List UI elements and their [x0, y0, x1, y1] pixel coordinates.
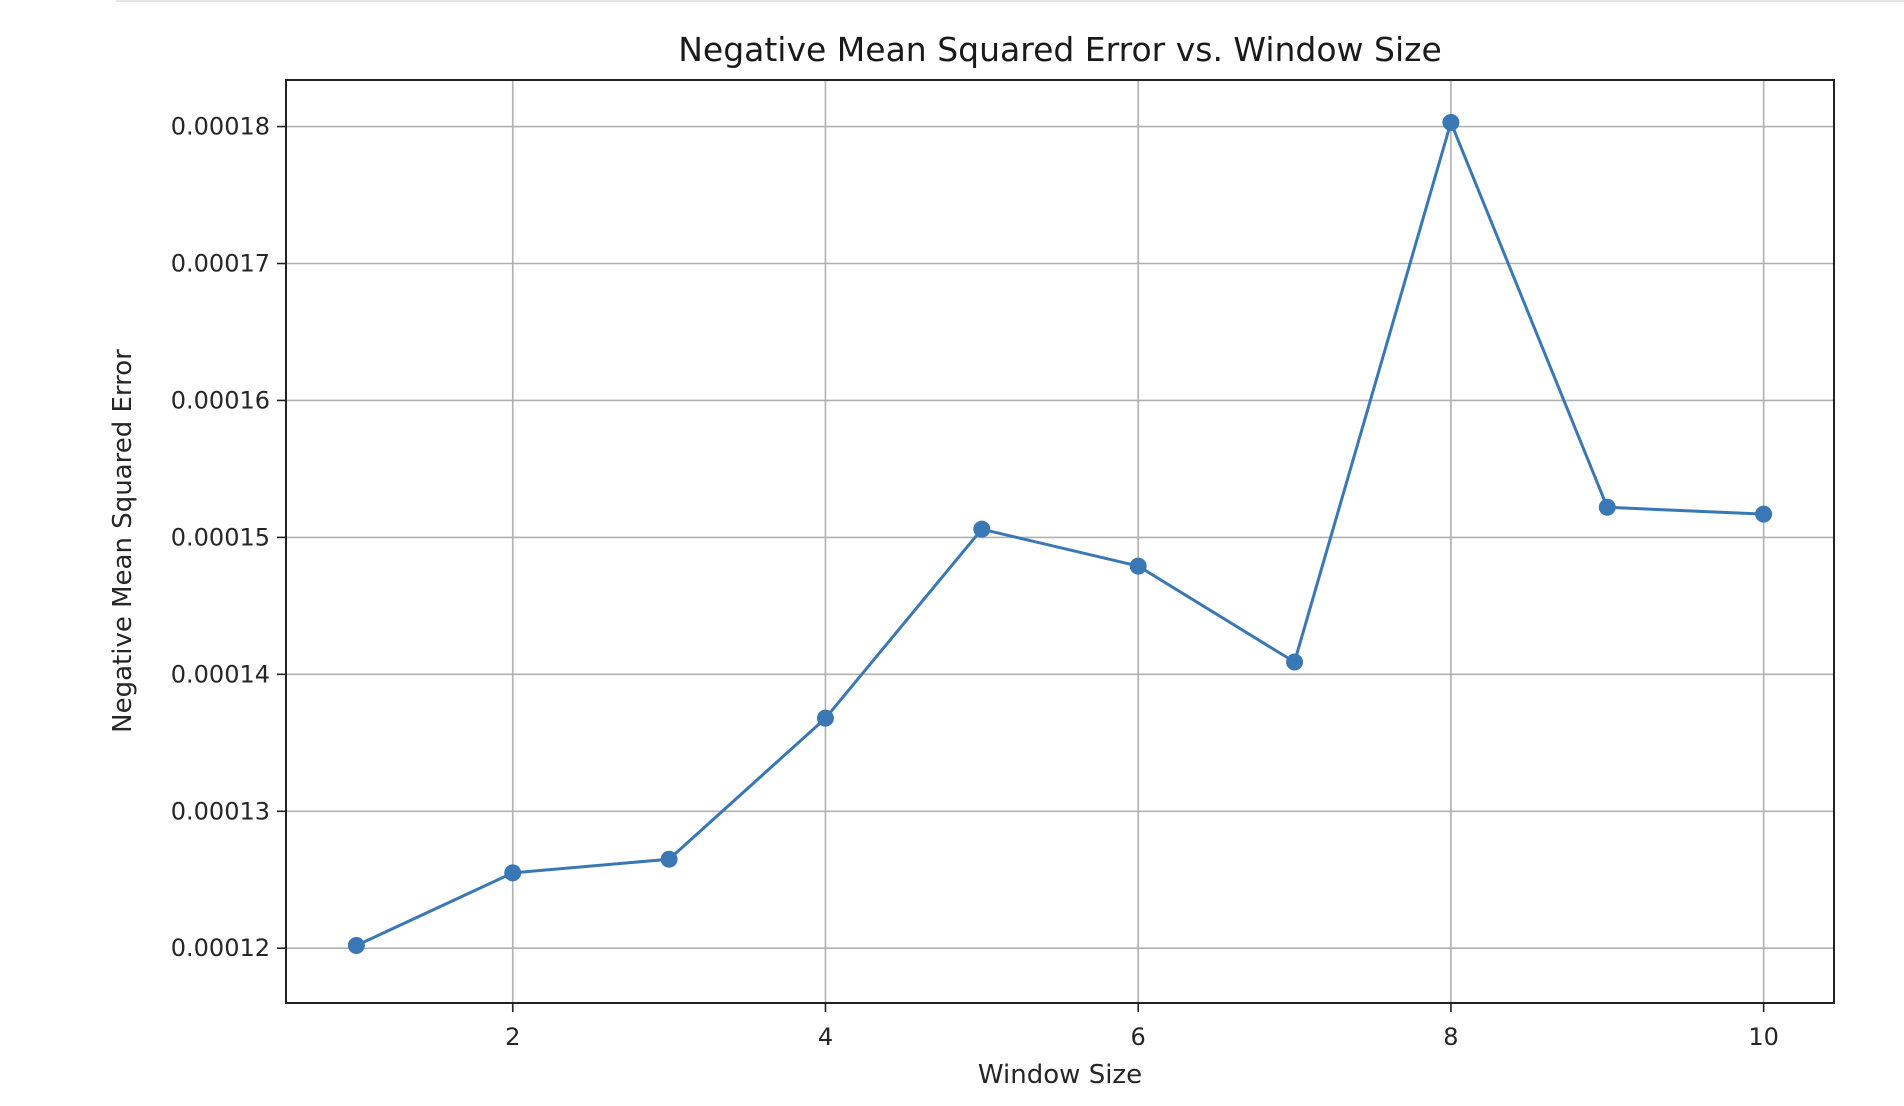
series-line: [355, 121, 1764, 947]
series-group: [347, 113, 1773, 954]
x-tick-label: 8: [1443, 1023, 1458, 1051]
grid: [286, 80, 1834, 1003]
x-axis-title: Window Size: [978, 1060, 1142, 1090]
y-axis-title: Negative Mean Squared Error: [108, 349, 138, 733]
data-point: [1129, 557, 1147, 575]
y-tick-label: 0.00018: [171, 113, 270, 141]
y-tick-label: 0.00016: [171, 386, 270, 414]
data-point: [1442, 113, 1460, 131]
x-tick-label: 6: [1131, 1023, 1146, 1051]
x-tick-label: 2: [505, 1023, 520, 1051]
data-point: [1286, 653, 1304, 671]
ticks: 2 4 6 8 10 0.00012 0.00013 0.00014 0.00015 0.0001…: [171, 113, 1779, 1051]
plot-frame: [285, 79, 1835, 1004]
data-point: [973, 520, 991, 538]
data-point: [504, 864, 522, 882]
y-tick-label: 0.00013: [171, 797, 270, 825]
data-point: [1755, 505, 1773, 523]
y-tick-label: 0.00015: [171, 523, 270, 551]
data-point: [660, 850, 678, 868]
y-tick-label: 0.00017: [171, 250, 270, 278]
x-tick-label: 10: [1748, 1023, 1779, 1051]
data-point: [816, 709, 834, 727]
data-point: [1598, 498, 1616, 516]
y-tick-label: 0.00012: [171, 934, 270, 962]
y-tick-label: 0.00014: [171, 660, 270, 688]
cell-top-border: [116, 0, 1904, 2]
x-tick-label: 4: [818, 1023, 833, 1051]
data-point: [347, 936, 365, 954]
chart-title: Negative Mean Squared Error vs. Window S…: [678, 30, 1442, 69]
